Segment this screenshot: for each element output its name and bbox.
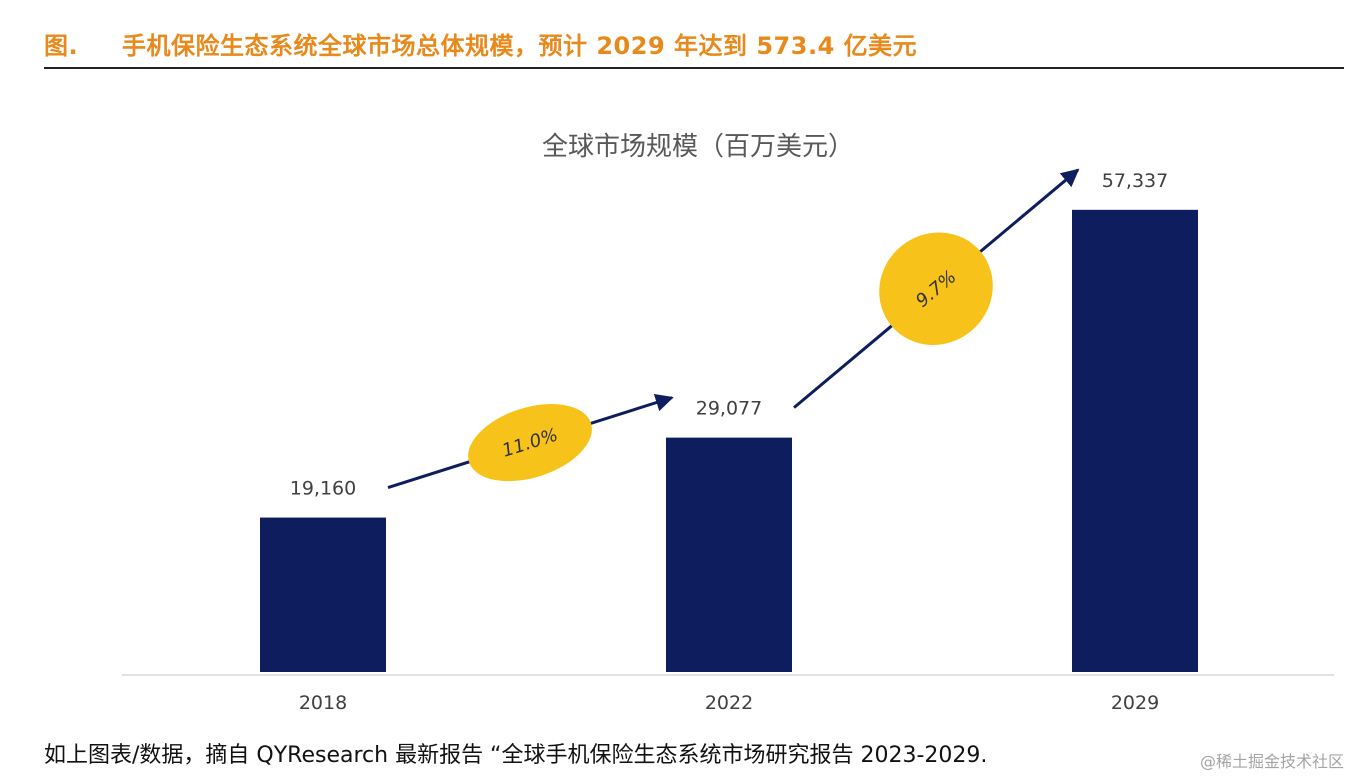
- bars-layer: 19,160 2018 29,077 2022 57,337 2029: [260, 170, 1198, 714]
- value-label-2018: 19,160: [290, 478, 356, 500]
- growth-badge-2018-2022: [468, 404, 592, 482]
- watermark: @稀土掘金技术社区: [1199, 752, 1344, 771]
- figure-label: 图.: [44, 32, 79, 60]
- value-label-2029: 57,337: [1102, 170, 1168, 192]
- chart-title: 全球市场规模（百万美元）: [542, 132, 854, 162]
- bar-2022: [666, 437, 792, 672]
- source-note: 如上图表/数据，摘自 QYResearch 最新报告 “全球手机保险生态系统市场…: [44, 743, 988, 768]
- growth-badge-2022-2029: [879, 232, 993, 345]
- bar-chart: 全球市场规模（百万美元） 19,160 2018 29,077 2022 57,337 2…: [122, 132, 1334, 714]
- x-tick-label-2018: 2018: [299, 692, 347, 714]
- x-tick-label-2029: 2029: [1111, 692, 1159, 714]
- x-tick-label-2022: 2022: [705, 692, 753, 714]
- figure-title: 手机保险生态系统全球市场总体规模，预计 2029 年达到 573.4 亿美元: [122, 32, 918, 60]
- figure-caption: 图. 手机保险生态系统全球市场总体规模，预计 2029 年达到 573.4 亿美元: [44, 26, 917, 61]
- caption-divider: [44, 67, 1344, 69]
- bar-2018: [260, 517, 386, 672]
- bar-2029: [1072, 209, 1198, 672]
- growth-annotations: 11.0%9.7%: [387, 168, 1080, 489]
- value-label-2022: 29,077: [696, 398, 762, 420]
